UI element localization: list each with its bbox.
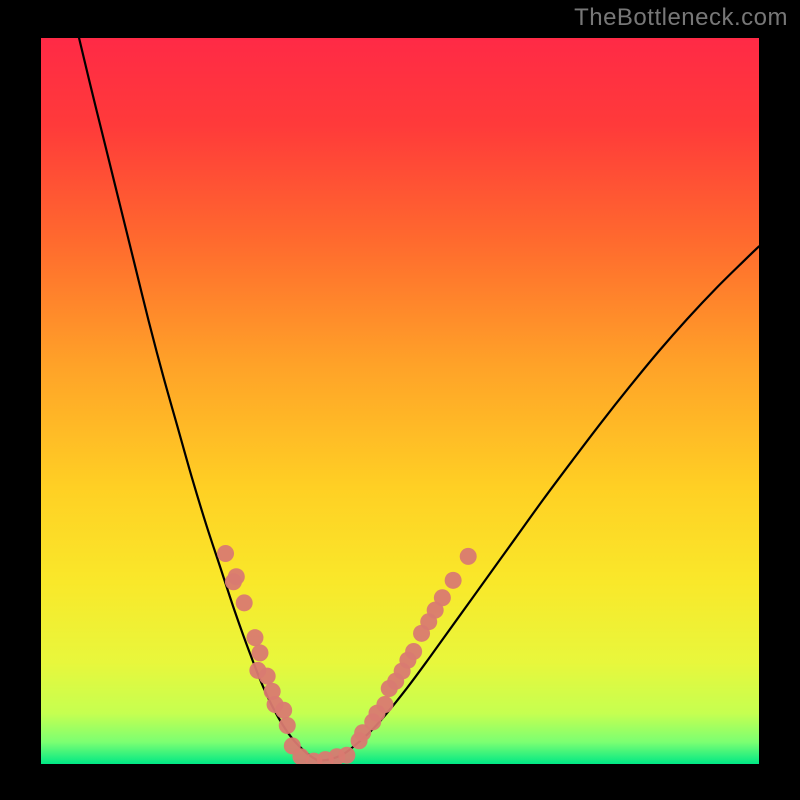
- overlay-mark: [434, 589, 451, 606]
- overlay-mark: [445, 572, 462, 589]
- watermark-text: TheBottleneck.com: [574, 4, 788, 32]
- overlay-mark: [217, 545, 234, 562]
- overlay-mark: [460, 548, 477, 565]
- overlay-mark: [236, 594, 253, 611]
- overlay-mark: [251, 644, 268, 661]
- overlay-mark: [376, 696, 393, 713]
- overlay-mark: [259, 668, 276, 685]
- curve-left-branch: [79, 38, 317, 760]
- overlay-mark: [279, 717, 296, 734]
- overlay-mark: [338, 747, 355, 764]
- overlay-mark: [228, 568, 245, 585]
- chart-plot-area: [41, 38, 759, 764]
- overlay-mark: [275, 702, 292, 719]
- chart-svg: [41, 38, 759, 764]
- overlay-marks-group: [217, 545, 477, 764]
- overlay-mark: [246, 629, 263, 646]
- overlay-mark: [405, 643, 422, 660]
